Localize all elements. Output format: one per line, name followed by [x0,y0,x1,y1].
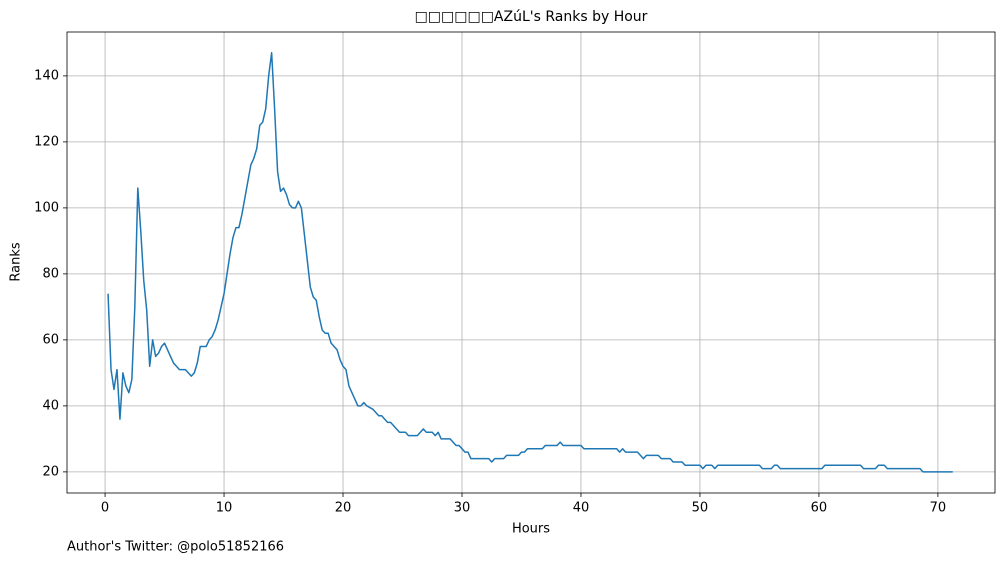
plot-frame [66,31,996,494]
y-tick-label: 40 [42,398,59,413]
y-tick-label: 60 [42,332,59,347]
x-tick-label: 0 [101,501,109,516]
annotation: Author's Twitter: @polo51852166 [67,540,284,555]
chart-title: □□□□□□AZúL's Ranks by Hour [415,9,648,25]
x-tick-label: 60 [811,501,828,516]
y-tick-label: 140 [34,68,59,83]
x-tick-label: 50 [692,501,709,516]
line [107,52,953,473]
x-tick-label: 30 [454,501,471,516]
x-tick-label: 40 [573,501,590,516]
y-tick-label: 120 [34,134,59,149]
x-tick-label: 70 [930,501,947,516]
x-tick-label: 10 [216,501,233,516]
x-axis-label: Hours [512,522,550,537]
y-tick-label: 80 [42,266,59,281]
y-tick-label: 20 [42,464,59,479]
y-axis-label: Ranks [9,242,24,281]
y-tick-label: 100 [34,200,59,215]
x-tick-label: 20 [335,501,352,516]
